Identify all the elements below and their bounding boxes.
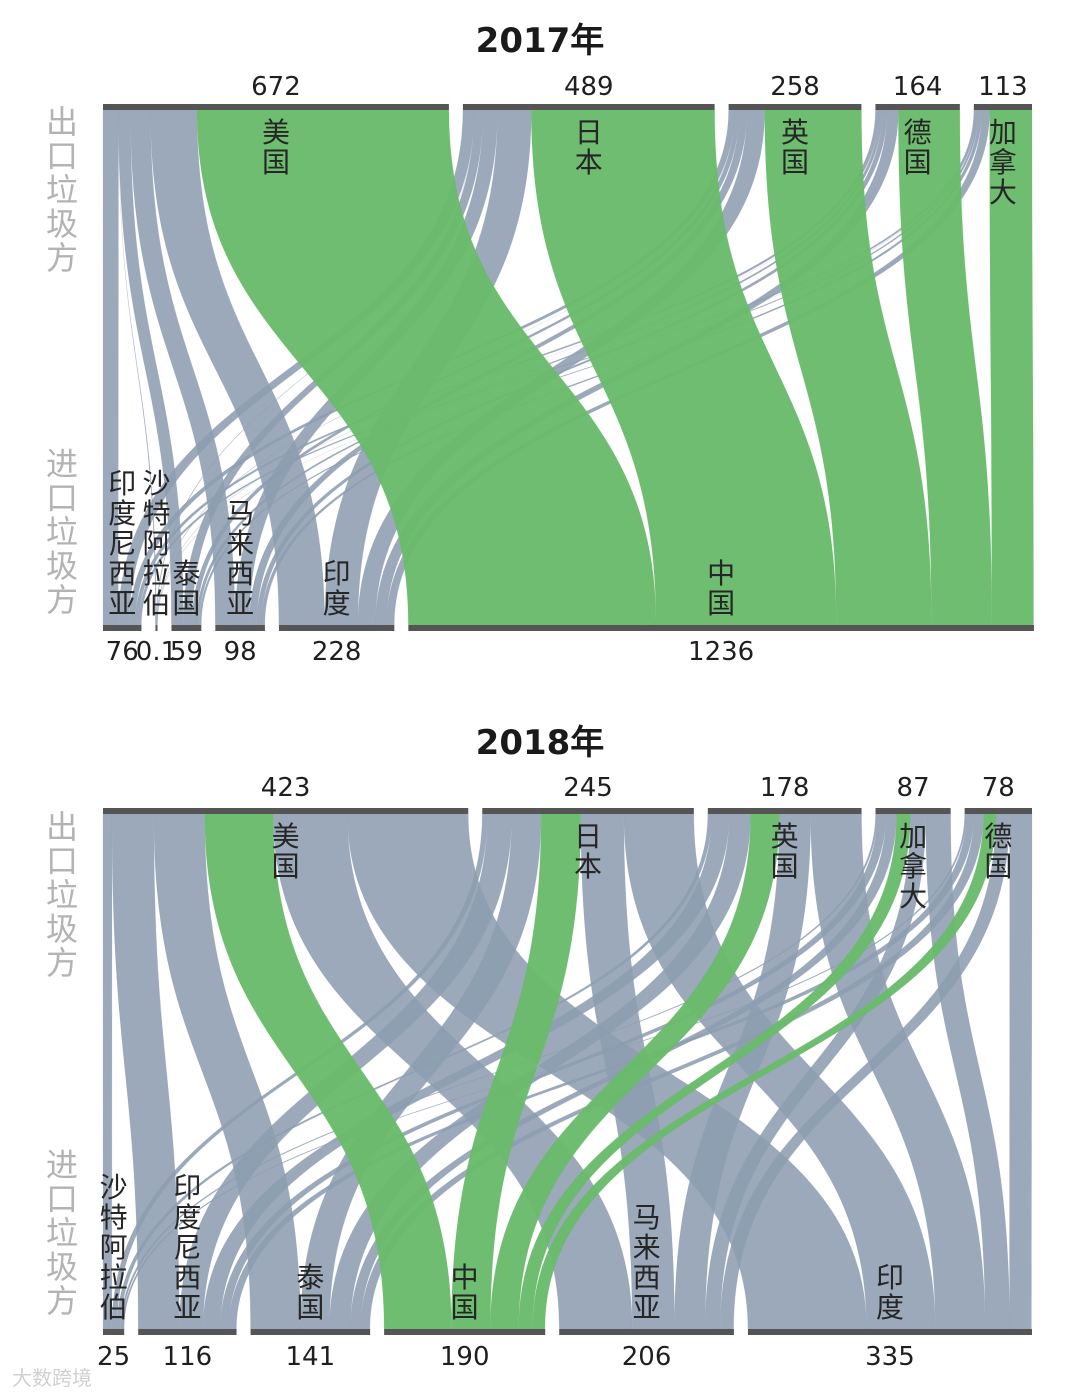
- exporter-name: 美国: [262, 116, 290, 179]
- importer-value: 25: [97, 1342, 130, 1372]
- exporter-name: 日本: [575, 116, 603, 179]
- importer-value: 0.1: [136, 637, 177, 667]
- watermark: 大数跨境: [12, 1366, 92, 1390]
- exporter-bar: [875, 808, 951, 814]
- exporter-bar: [462, 104, 715, 110]
- exporter-axis-label: 出口垃圾方: [46, 103, 78, 277]
- importer-axis-label: 进口垃圾方: [46, 1146, 78, 1320]
- importer-value: 59: [170, 637, 203, 667]
- importer-name: 中国: [451, 1261, 479, 1324]
- importer-name: 泰国: [172, 557, 200, 620]
- importer-bar: [747, 1329, 1032, 1335]
- exporter-name: 德国: [904, 116, 932, 179]
- exporter-name: 美国: [272, 820, 300, 883]
- importer-value: 228: [312, 637, 362, 667]
- exporter-axis-label: 出口垃圾方: [46, 808, 78, 982]
- importer-bar: [384, 1329, 546, 1335]
- importer-bar: [155, 625, 158, 631]
- importer-name: 马来西亚: [633, 1201, 661, 1324]
- exporter-name: 加拿大: [899, 820, 927, 913]
- exporter-value: 78: [982, 773, 1015, 803]
- exporter-value: 178: [760, 773, 810, 803]
- importer-value: 1236: [688, 637, 754, 667]
- importer-value: 76: [106, 637, 139, 667]
- importer-value: 335: [865, 1342, 915, 1372]
- exporter-value: 245: [563, 773, 613, 803]
- importer-bar: [103, 625, 142, 631]
- exporter-value: 672: [251, 72, 301, 102]
- importer-name: 沙特阿拉伯: [142, 467, 170, 620]
- flow-e5beb7e59bbd-to-e58db0e5baa6: [1009, 813, 1033, 1330]
- importer-value: 206: [622, 1342, 672, 1372]
- importer-value: 116: [163, 1342, 213, 1372]
- exporter-value: 423: [261, 773, 311, 803]
- exporter-bar: [482, 808, 694, 814]
- exporter-name: 日本: [574, 820, 602, 883]
- exporter-bar: [728, 104, 862, 110]
- exporter-value: 113: [978, 72, 1028, 102]
- exporter-bar: [875, 104, 960, 110]
- exporter-value: 489: [564, 72, 614, 102]
- importer-value: 98: [224, 637, 257, 667]
- exporter-bar: [103, 104, 449, 110]
- exporter-name: 英国: [771, 820, 799, 883]
- exporter-value: 258: [770, 72, 820, 102]
- exporter-name: 加拿大: [989, 116, 1017, 209]
- importer-bar: [215, 625, 265, 631]
- exporter-bar: [973, 104, 1032, 110]
- importer-bar: [171, 625, 202, 631]
- exporter-value: 164: [893, 72, 943, 102]
- importer-axis-label: 进口垃圾方: [46, 445, 78, 619]
- importer-bar: [250, 1329, 371, 1335]
- importer-name: 印度: [323, 557, 351, 620]
- importer-bar: [408, 625, 1034, 631]
- exporter-name: 英国: [781, 116, 809, 179]
- exporter-bar: [964, 808, 1032, 814]
- importer-name: 沙特阿拉伯: [100, 1171, 128, 1324]
- importer-bar: [559, 1329, 734, 1335]
- exporter-value: 87: [897, 773, 930, 803]
- importer-name: 印度尼西亚: [108, 467, 136, 620]
- exporter-bar: [707, 808, 862, 814]
- exporter-name: 德国: [984, 820, 1012, 883]
- exporter-bar: [103, 808, 469, 814]
- chart-title: 2018年: [476, 723, 605, 763]
- importer-name: 中国: [707, 557, 735, 620]
- importer-value: 141: [286, 1342, 336, 1372]
- importer-value: 190: [440, 1342, 490, 1372]
- importer-bar: [103, 1329, 125, 1335]
- importer-name: 马来西亚: [226, 497, 254, 620]
- importer-bar: [278, 625, 395, 631]
- importer-name: 印度: [876, 1261, 904, 1324]
- importer-name: 泰国: [296, 1261, 324, 1324]
- chart-title: 2017年: [476, 21, 605, 61]
- importer-name: 印度尼西亚: [173, 1171, 201, 1324]
- importer-bar: [138, 1329, 237, 1335]
